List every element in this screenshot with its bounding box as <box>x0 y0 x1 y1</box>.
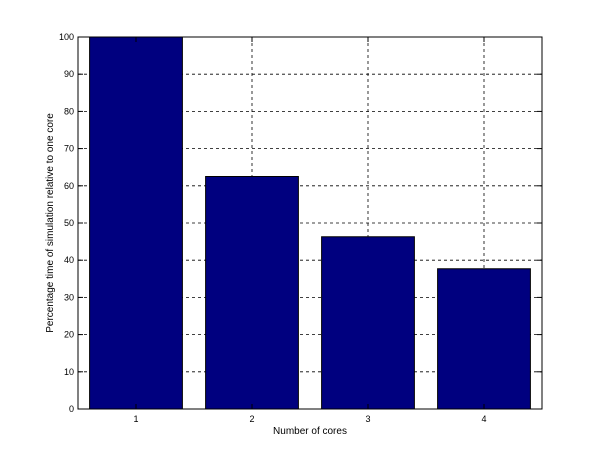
bar-2 <box>205 176 299 410</box>
y-tick-label: 40 <box>64 255 74 265</box>
y-tick-label: 70 <box>64 144 74 154</box>
y-tick-label: 20 <box>64 330 74 340</box>
x-tick-label: 2 <box>249 414 254 424</box>
bar-1 <box>89 36 183 410</box>
y-tick-label: 50 <box>64 218 74 228</box>
x-tick-label: 4 <box>481 414 486 424</box>
y-tick-label: 80 <box>64 106 74 116</box>
y-tick-label: 10 <box>64 367 74 377</box>
y-tick-label: 0 <box>69 404 74 414</box>
y-tick-label: 100 <box>59 32 74 42</box>
y-tick-label: 30 <box>64 292 74 302</box>
y-axis-label: Percentage time of simulation relative t… <box>45 113 56 333</box>
axes: 0 10 20 30 40 50 60 70 80 90 100 1 2 3 4 <box>59 32 542 424</box>
x-tick-label: 3 <box>365 414 370 424</box>
bar-3 <box>321 236 415 410</box>
x-axis-label: Number of cores <box>273 426 347 437</box>
y-tick-label: 90 <box>64 69 74 79</box>
x-tick-label: 1 <box>133 414 138 424</box>
y-tick-label: 60 <box>64 181 74 191</box>
bar-4 <box>437 268 531 410</box>
